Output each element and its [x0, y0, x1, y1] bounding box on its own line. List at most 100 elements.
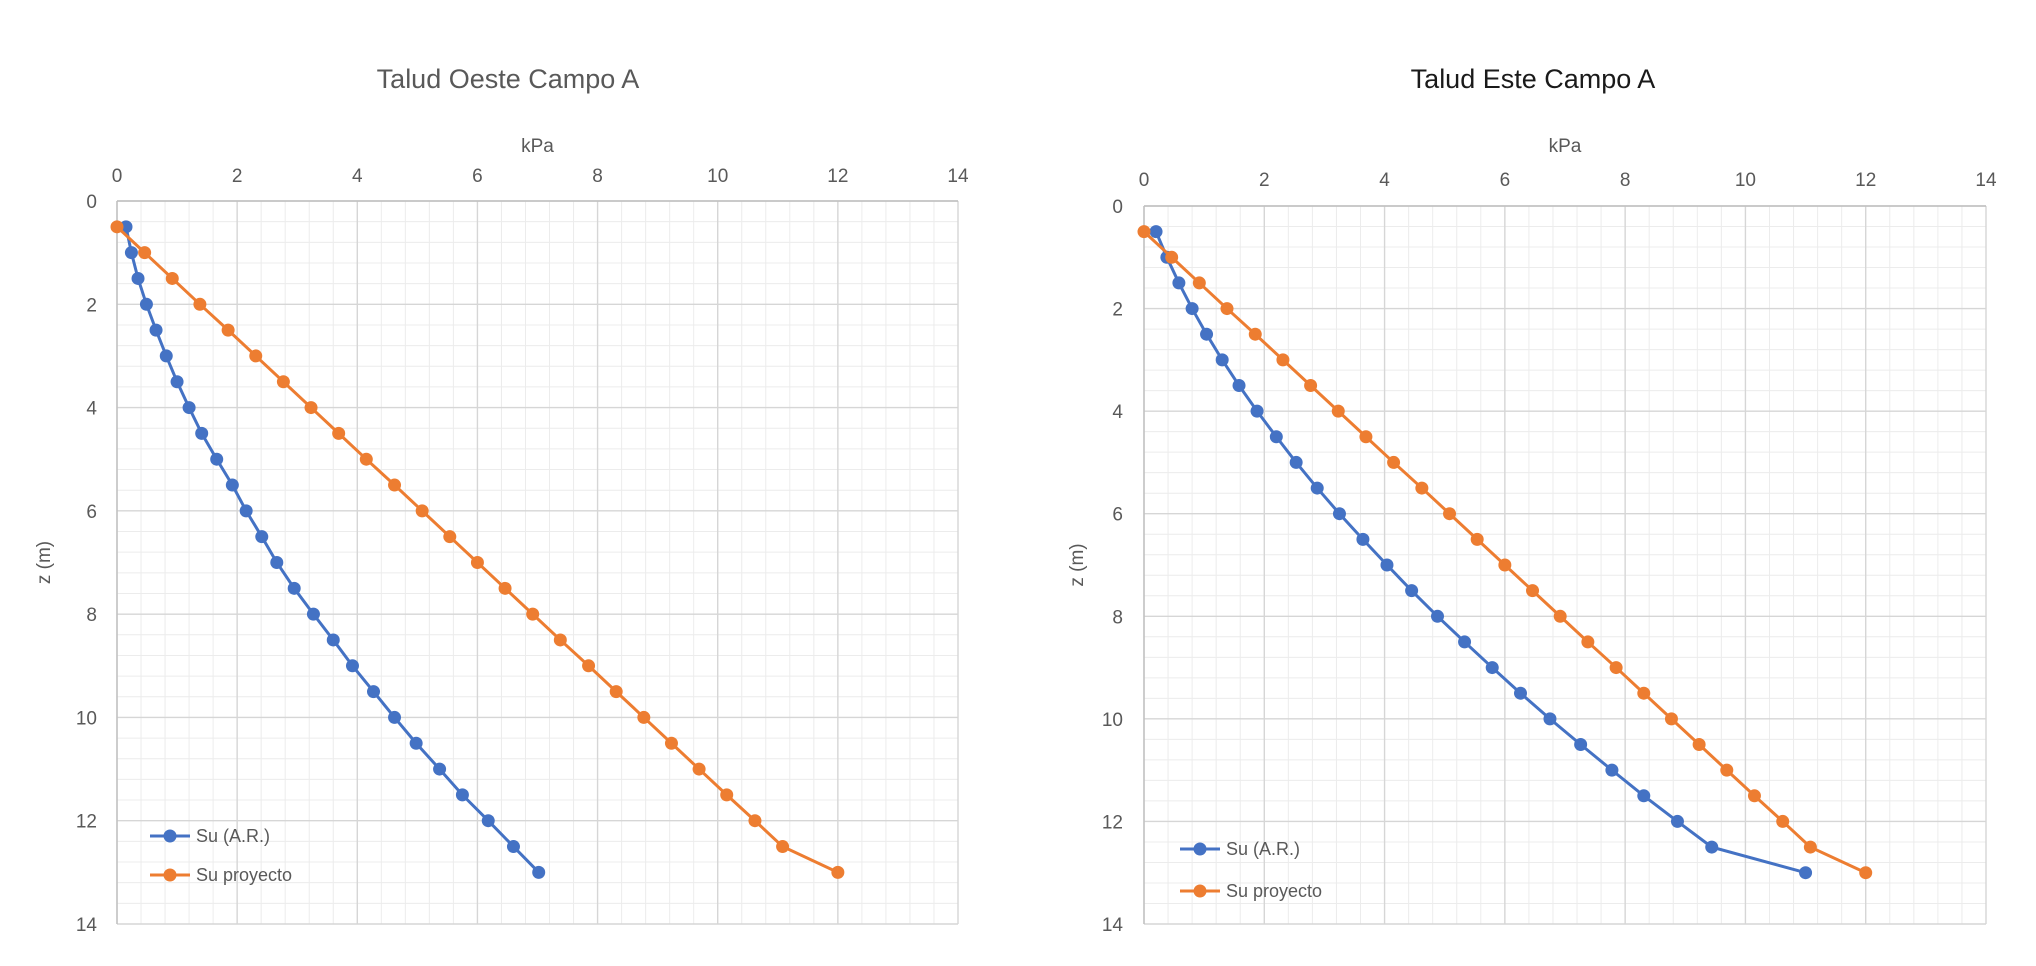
data-point	[455, 788, 469, 802]
y-tick-label: 4	[1112, 402, 1123, 423]
data-point	[276, 375, 290, 389]
data-point	[1692, 738, 1706, 751]
data-point	[210, 452, 224, 466]
x-tick-label: 4	[352, 166, 363, 187]
legend: Su (A.R.) Su proyecto	[1180, 839, 1322, 901]
legend-label: Su proyecto	[196, 865, 292, 885]
x-tick-label: 0	[112, 166, 123, 187]
data-point	[1543, 712, 1557, 726]
data-point	[1185, 302, 1199, 316]
data-point	[692, 762, 706, 776]
data-point	[1215, 353, 1229, 367]
series-su-proyecto	[110, 220, 845, 879]
x-tick-label: 6	[1500, 170, 1511, 191]
x-tick-label: 6	[472, 166, 483, 187]
chart-title: Talud Oeste Campo A	[377, 64, 640, 94]
y-tick-label: 10	[1102, 710, 1123, 731]
data-point	[1470, 532, 1484, 546]
x-tick-label: 10	[707, 166, 728, 187]
data-point	[1405, 584, 1419, 598]
data-point	[287, 581, 301, 595]
x-tick-label: 12	[1855, 170, 1876, 191]
data-point	[748, 814, 762, 828]
chart-talud-oeste: Talud Oeste Campo A kPa z (m) 0 2 4 6 8 10 12 14 0 2…	[0, 0, 1010, 966]
series-su-ar	[1149, 225, 1813, 880]
data-point	[388, 478, 402, 492]
data-point	[1250, 404, 1264, 418]
data-point	[1705, 840, 1719, 854]
data-point	[1192, 276, 1206, 290]
data-point	[1799, 866, 1813, 880]
data-point	[1609, 661, 1623, 675]
data-point	[1498, 558, 1512, 572]
data-point	[239, 504, 253, 518]
data-point	[359, 452, 373, 466]
data-point	[1859, 866, 1873, 880]
data-point	[170, 375, 184, 389]
data-point	[124, 246, 138, 260]
data-point	[304, 401, 318, 415]
data-point	[138, 246, 152, 260]
data-point	[415, 504, 429, 518]
x-tick-label: 12	[827, 166, 848, 187]
data-point	[1332, 507, 1346, 521]
data-point	[1172, 276, 1186, 290]
y-tick-label: 8	[1112, 607, 1123, 628]
data-point	[1637, 789, 1651, 803]
data-point	[1670, 814, 1684, 828]
chart-talud-este: Talud Este Campo A kPa z (m) 0 2 4 6 8 10 12 14 0 2 4…	[1030, 0, 2036, 966]
data-point	[1310, 481, 1324, 495]
y-tick-label: 6	[86, 502, 97, 523]
data-point	[326, 633, 340, 647]
data-point	[609, 685, 623, 699]
data-point	[409, 736, 423, 750]
data-point	[1720, 763, 1734, 777]
data-point	[306, 607, 320, 621]
data-point	[159, 349, 173, 363]
data-point	[637, 710, 651, 724]
data-point	[1485, 661, 1499, 675]
data-point	[443, 530, 457, 544]
data-point	[1220, 302, 1234, 316]
data-point	[1232, 379, 1246, 392]
chart-title: Talud Este Campo A	[1411, 64, 1656, 94]
data-point	[119, 220, 133, 234]
data-point	[388, 710, 402, 724]
data-point	[481, 814, 495, 828]
gridlines	[116, 200, 959, 925]
data-point	[1637, 686, 1651, 700]
legend-label: Su (A.R.)	[196, 826, 270, 846]
data-point	[553, 633, 567, 647]
chart-svg-talud-oeste: Talud Oeste Campo A kPa z (m) 0 2 4 6 8 10 12 14 0 2…	[34, 64, 969, 936]
data-point	[1269, 430, 1283, 444]
x-tick-label: 10	[1735, 170, 1756, 191]
x-tick-label: 4	[1379, 170, 1390, 191]
legend-label: Su (A.R.)	[1226, 839, 1300, 859]
data-point	[532, 865, 546, 879]
x-tick-label: 2	[1259, 170, 1270, 191]
x-axis-title: kPa	[521, 136, 554, 157]
x-tick-label: 2	[232, 166, 243, 187]
data-point	[1137, 225, 1151, 239]
data-point	[1200, 327, 1214, 341]
data-point	[1387, 455, 1401, 469]
data-point	[526, 607, 540, 621]
data-point	[506, 840, 520, 854]
data-point	[131, 271, 145, 285]
data-point	[1149, 225, 1163, 239]
y-tick-label: 2	[1112, 300, 1123, 321]
data-point	[1553, 609, 1567, 623]
data-point	[270, 556, 284, 569]
x-tick-label: 14	[1975, 170, 1997, 191]
data-point	[1526, 584, 1540, 598]
legend-marker	[1193, 884, 1207, 898]
x-tick-label: 0	[1139, 170, 1150, 191]
data-point	[110, 220, 124, 234]
x-tick-label: 8	[1620, 170, 1631, 191]
data-point	[182, 401, 196, 415]
data-point	[470, 556, 484, 569]
data-point	[831, 865, 845, 879]
data-point	[1276, 353, 1290, 367]
data-point	[1513, 686, 1527, 700]
data-point	[1359, 430, 1373, 444]
